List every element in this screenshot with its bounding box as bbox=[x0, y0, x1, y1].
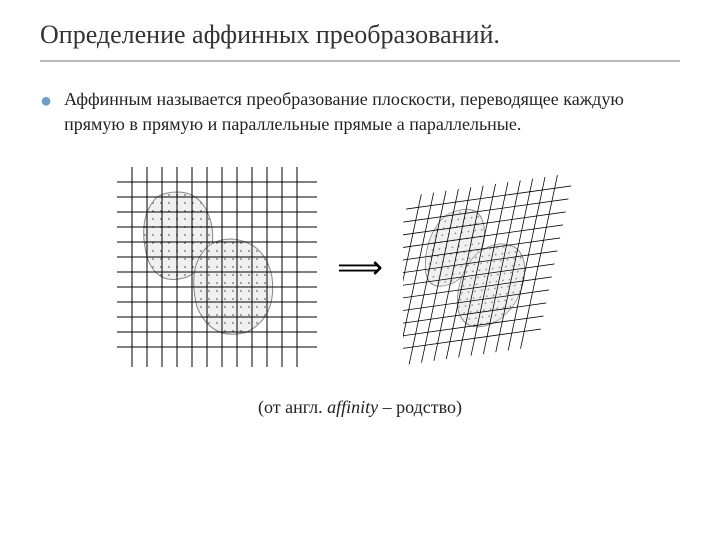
caption-prefix: (от англ. bbox=[258, 397, 327, 417]
right-grid bbox=[403, 167, 603, 367]
bullet-marker: ● bbox=[40, 87, 52, 115]
page-title: Определение аффинных преобразований. bbox=[40, 20, 680, 62]
left-grid bbox=[117, 167, 317, 367]
bullet-item: ● Аффинным называется преобразование пло… bbox=[40, 87, 680, 137]
arrow-icon: ⟹ bbox=[337, 248, 383, 286]
caption-italic: affinity bbox=[327, 397, 378, 417]
figure-container: ⟹ bbox=[40, 167, 680, 367]
caption: (от англ. affinity – родство) bbox=[40, 397, 680, 418]
bullet-text: Аффинным называется преобразование плоск… bbox=[64, 87, 680, 137]
caption-suffix: – родство) bbox=[378, 397, 462, 417]
